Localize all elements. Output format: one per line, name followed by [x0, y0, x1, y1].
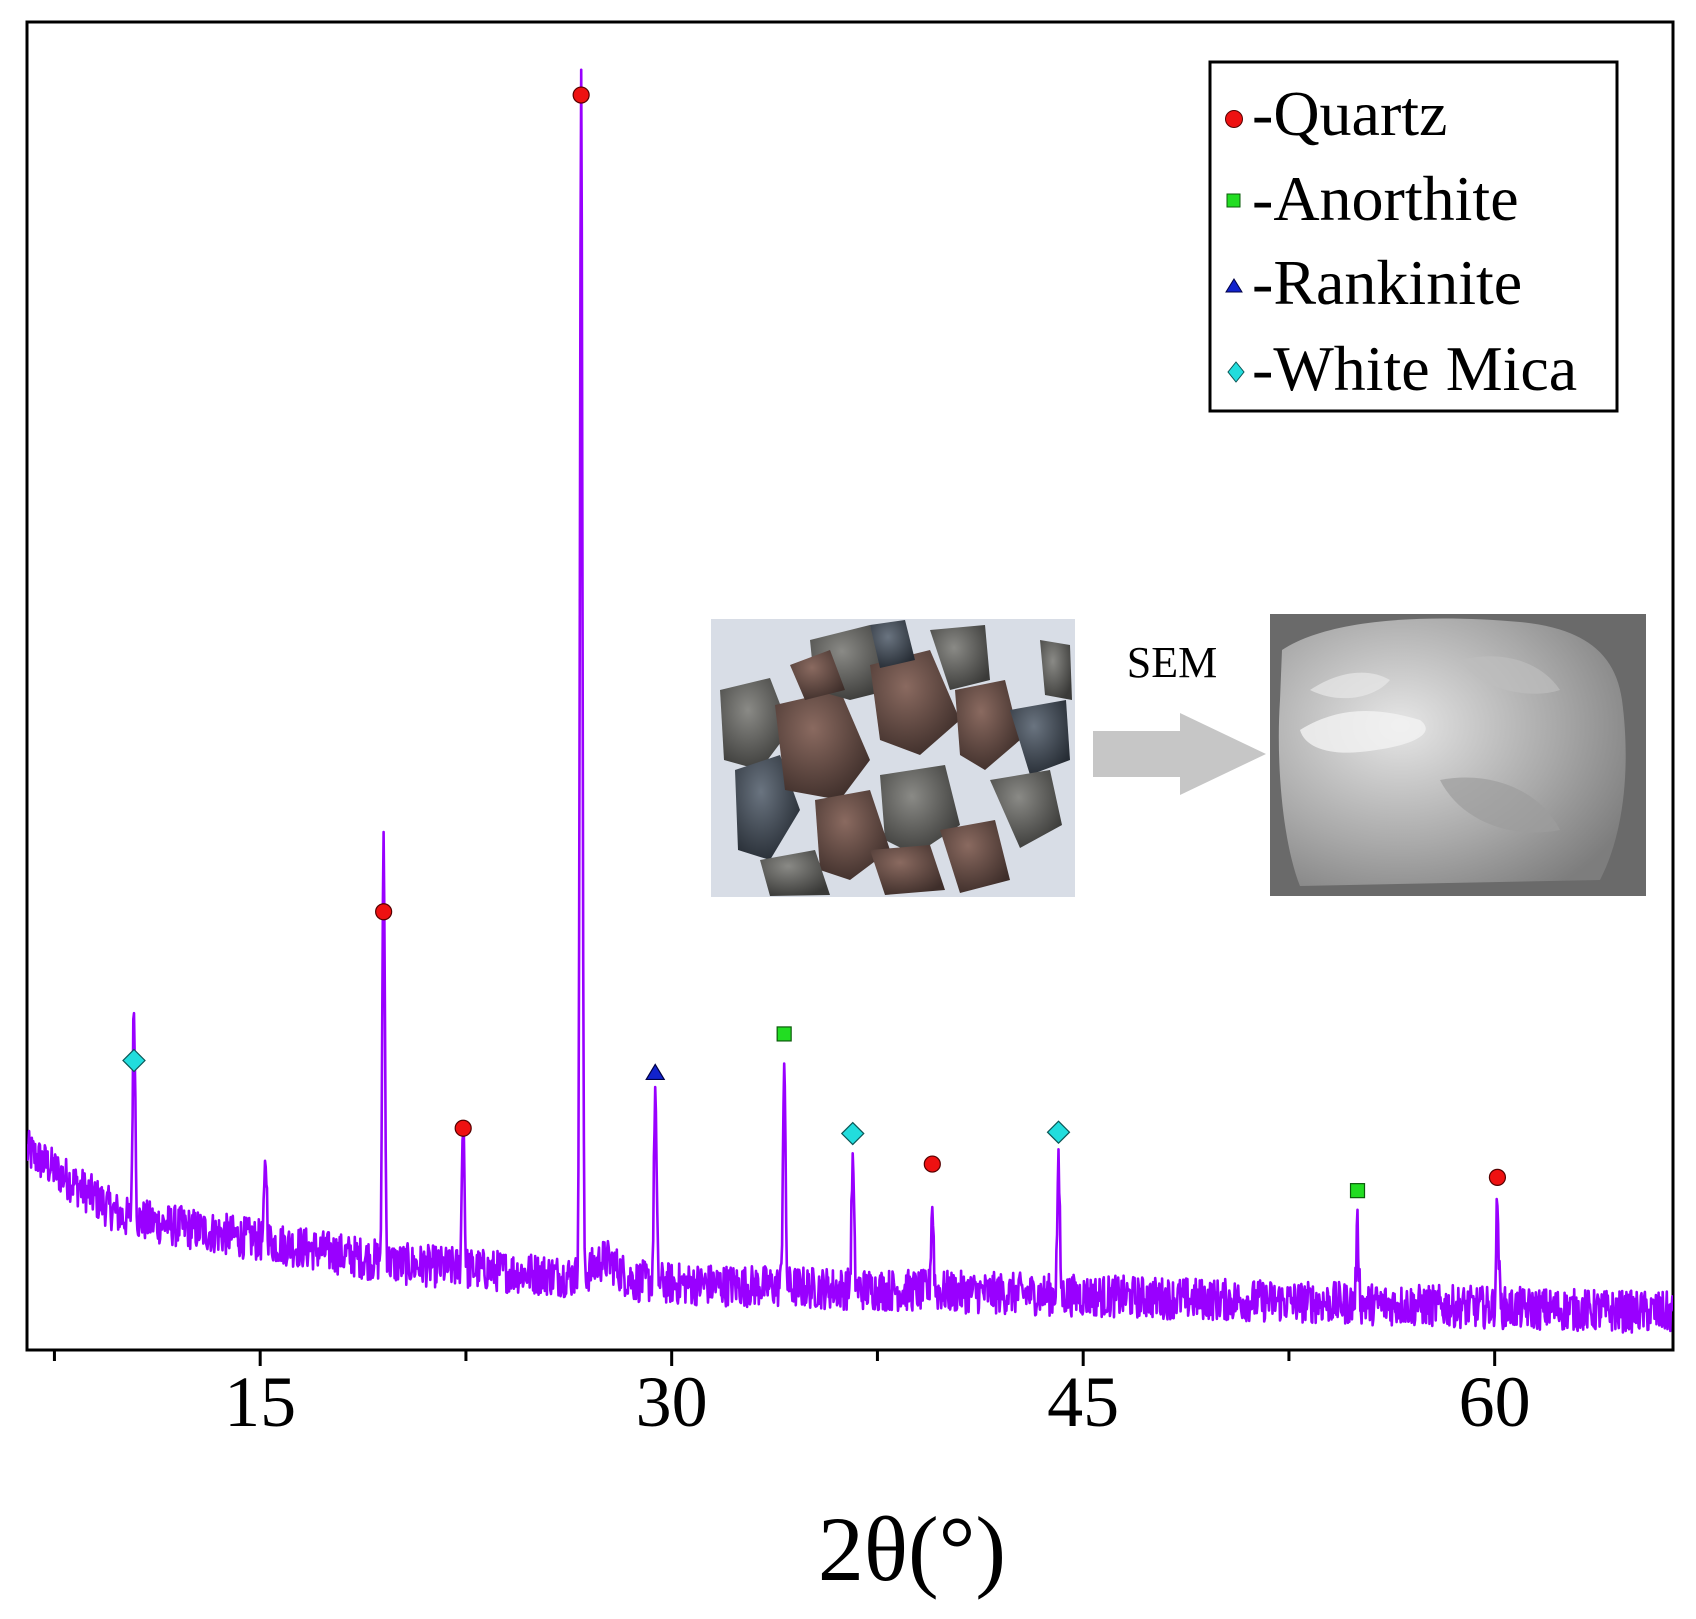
marker-anorthite: [776, 1026, 792, 1042]
x-tick-label: 30: [636, 1362, 708, 1442]
legend-anorthite-marker: [1226, 193, 1241, 208]
arrow-icon: [1093, 713, 1266, 795]
x-tick-label: 45: [1047, 1362, 1119, 1442]
legend-anorthite-label: -Anorthite: [1252, 163, 1519, 234]
marker-quartz: [923, 1155, 941, 1173]
plot-frame: [25, 20, 1675, 1352]
marker-white-mica: [1046, 1120, 1071, 1145]
marker-quartz: [454, 1119, 472, 1137]
marker-anorthite: [1349, 1183, 1366, 1199]
marker-quartz: [375, 903, 393, 921]
marker-white-mica: [840, 1121, 865, 1146]
phase-markers: [122, 86, 1507, 1199]
legend-rankinite-marker: [1225, 278, 1243, 293]
aggregate-stones: [720, 620, 1072, 896]
legend-item-white-mica: -White Mica: [1227, 333, 1577, 404]
marker-rankinite: [645, 1063, 666, 1081]
marker-white-mica: [122, 1048, 146, 1073]
legend-quartz-marker: [1225, 110, 1243, 128]
marker-quartz: [1488, 1168, 1507, 1186]
legend: -Quartz -Anorthite -Rankinite -White Mic…: [1208, 60, 1619, 413]
marker-quartz: [572, 86, 590, 104]
x-tick-label: 60: [1459, 1362, 1531, 1442]
x-tick-label: 15: [224, 1362, 296, 1442]
legend-item-rankinite: -Rankinite: [1225, 247, 1522, 318]
legend-item-quartz: -Quartz: [1225, 78, 1447, 149]
legend-box: [1208, 60, 1619, 413]
x-axis-tick-labels: 15 30 45 60: [224, 1362, 1531, 1442]
sem-image: [1270, 614, 1646, 896]
x-axis-title: 2θ(°): [818, 1498, 1006, 1600]
x-axis-ticks: [52, 1350, 1497, 1366]
legend-white-mica-marker: [1227, 361, 1245, 383]
legend-item-anorthite: -Anorthite: [1226, 163, 1519, 234]
legend-quartz-label: -Quartz: [1252, 78, 1447, 149]
xrd-pattern-line: [27, 68, 1673, 1334]
sem-caption: SEM: [1127, 638, 1217, 687]
legend-white-mica-label: -White Mica: [1252, 333, 1577, 404]
legend-rankinite-label: -Rankinite: [1252, 247, 1522, 318]
aggregate-photo: [711, 619, 1075, 897]
